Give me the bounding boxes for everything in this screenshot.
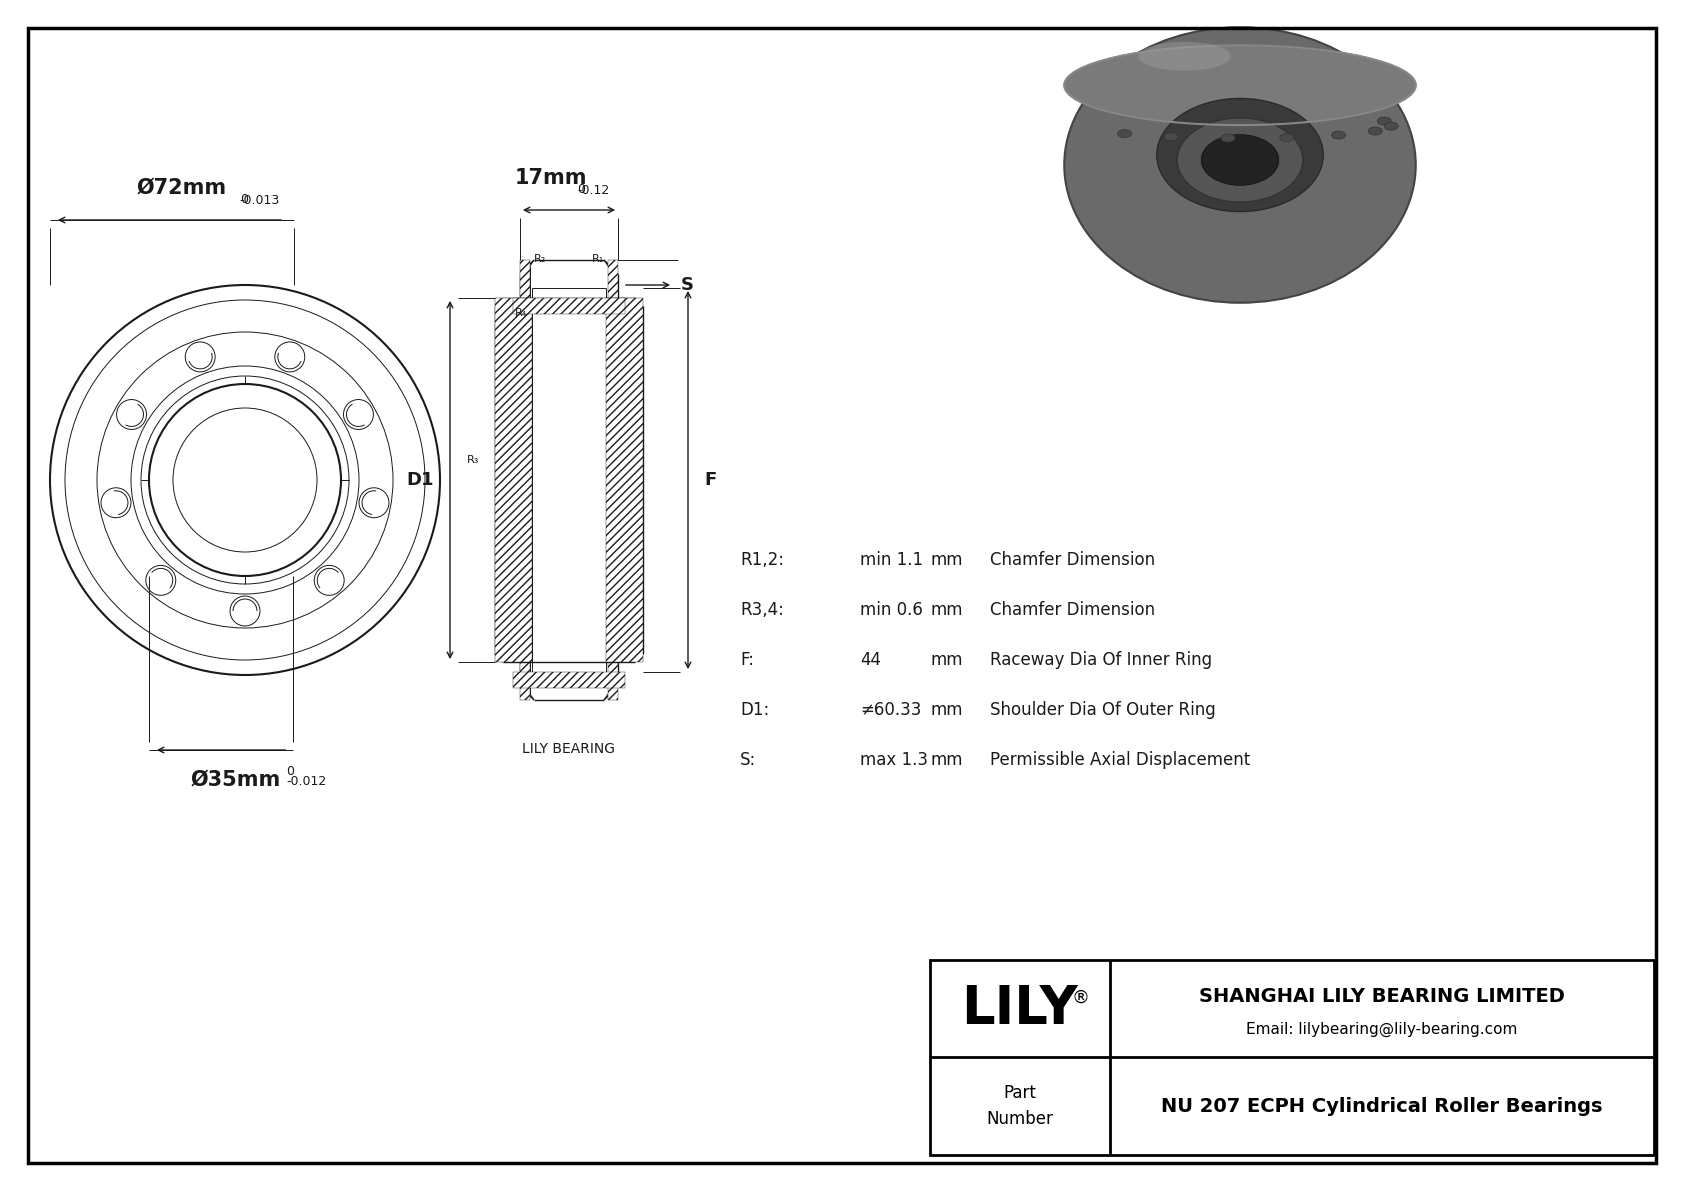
Text: D1:: D1: <box>739 701 770 719</box>
Text: min 1.1: min 1.1 <box>861 551 923 569</box>
Text: Shoulder Dia Of Outer Ring: Shoulder Dia Of Outer Ring <box>990 701 1216 719</box>
Text: ®: ® <box>1073 989 1090 1006</box>
Text: Permissible Axial Displacement: Permissible Axial Displacement <box>990 752 1250 769</box>
Bar <box>606 298 643 662</box>
Text: R₂: R₂ <box>534 254 546 264</box>
Text: R1,2:: R1,2: <box>739 551 785 569</box>
Text: S: S <box>680 276 694 294</box>
Ellipse shape <box>1177 118 1303 202</box>
Text: LILY BEARING: LILY BEARING <box>522 742 615 756</box>
Ellipse shape <box>1332 131 1346 139</box>
Text: Email: lilybearing@lily-bearing.com: Email: lilybearing@lily-bearing.com <box>1246 1022 1517 1037</box>
Text: F:: F: <box>739 651 754 669</box>
Text: mm: mm <box>930 701 963 719</box>
Ellipse shape <box>1064 27 1416 303</box>
Text: Ø35mm: Ø35mm <box>190 771 281 790</box>
Ellipse shape <box>1138 42 1231 70</box>
Ellipse shape <box>1221 135 1234 142</box>
Bar <box>514 672 625 688</box>
Text: LILY: LILY <box>962 983 1078 1035</box>
Ellipse shape <box>1378 117 1391 125</box>
Bar <box>608 260 618 700</box>
Text: -0.013: -0.013 <box>239 194 280 207</box>
Text: 0: 0 <box>239 193 248 206</box>
Text: Ø72mm: Ø72mm <box>136 177 227 198</box>
Text: mm: mm <box>930 551 963 569</box>
Text: Part
Number: Part Number <box>987 1084 1054 1128</box>
Ellipse shape <box>1367 127 1383 135</box>
Text: 0: 0 <box>578 183 584 197</box>
Text: R₄: R₄ <box>515 308 527 318</box>
Text: SHANGHAI LILY BEARING LIMITED: SHANGHAI LILY BEARING LIMITED <box>1199 987 1564 1006</box>
Ellipse shape <box>1157 99 1324 212</box>
Text: -0.12: -0.12 <box>578 183 610 197</box>
Ellipse shape <box>1201 135 1278 186</box>
Text: mm: mm <box>930 601 963 619</box>
Text: Raceway Dia Of Inner Ring: Raceway Dia Of Inner Ring <box>990 651 1212 669</box>
Text: mm: mm <box>930 752 963 769</box>
Text: 44: 44 <box>861 651 881 669</box>
Text: S:: S: <box>739 752 756 769</box>
Ellipse shape <box>1280 133 1293 142</box>
Text: Chamfer Dimension: Chamfer Dimension <box>990 551 1155 569</box>
Text: F: F <box>704 470 716 490</box>
Ellipse shape <box>1064 45 1416 125</box>
Bar <box>514 298 625 314</box>
Text: NU 207 ECPH Cylindrical Roller Bearings: NU 207 ECPH Cylindrical Roller Bearings <box>1162 1097 1603 1116</box>
Text: R₃: R₃ <box>466 455 478 464</box>
Ellipse shape <box>1118 130 1132 138</box>
Ellipse shape <box>1384 123 1398 130</box>
Text: R3,4:: R3,4: <box>739 601 783 619</box>
Bar <box>930 960 1654 1155</box>
Text: R₁: R₁ <box>591 254 605 264</box>
Text: mm: mm <box>930 651 963 669</box>
Text: 17mm: 17mm <box>515 168 588 188</box>
Text: 0: 0 <box>286 765 295 778</box>
Bar <box>520 260 530 700</box>
Ellipse shape <box>1164 132 1179 141</box>
Text: min 0.6: min 0.6 <box>861 601 923 619</box>
Bar <box>495 298 532 662</box>
Text: ≠60.33: ≠60.33 <box>861 701 921 719</box>
Text: D1: D1 <box>406 470 434 490</box>
Text: Chamfer Dimension: Chamfer Dimension <box>990 601 1155 619</box>
Text: max 1.3: max 1.3 <box>861 752 928 769</box>
Text: -0.012: -0.012 <box>286 775 327 788</box>
